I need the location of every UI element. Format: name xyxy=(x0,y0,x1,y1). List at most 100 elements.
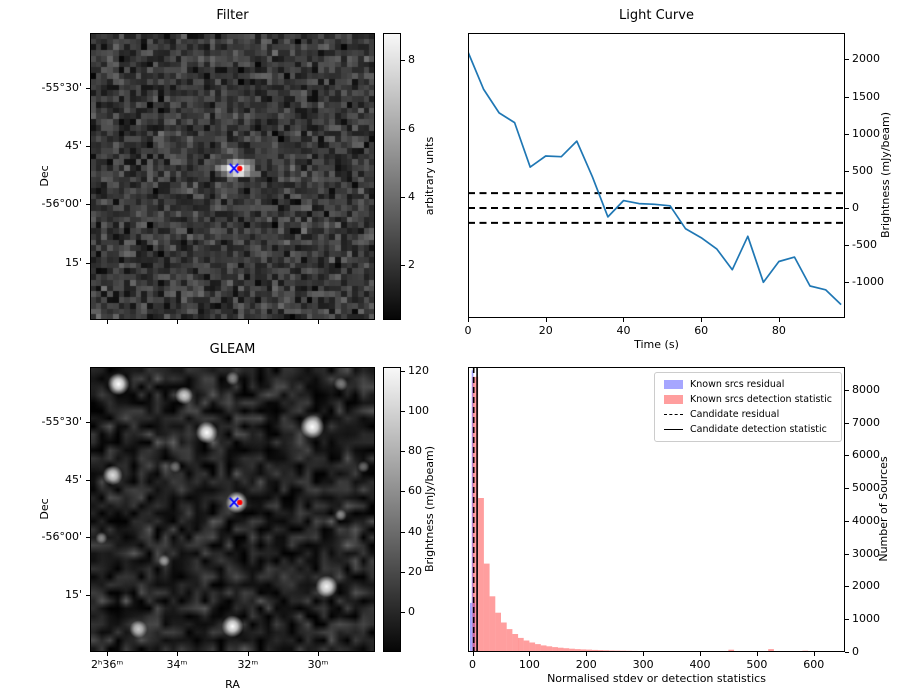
filter-ytick-label: -55°30' xyxy=(41,81,83,95)
gleam-y-axis-label: Dec xyxy=(38,498,51,520)
light-curve-ytick-mark xyxy=(845,96,849,98)
light-curve-xtick-label: 80 xyxy=(771,324,786,337)
histogram-ytick-mark xyxy=(845,422,849,424)
histogram-xtick-label: 600 xyxy=(803,658,825,671)
filter-colorbar-label: arbitrary units xyxy=(423,136,436,216)
light-curve-x-axis-label: Time (s) xyxy=(634,338,679,351)
legend-item-known-srcs-residual: Known srcs residual xyxy=(664,378,832,391)
filter-colorbar-tick-label: 2 xyxy=(408,258,415,272)
histogram-ytick-label: 6000 xyxy=(852,448,880,462)
light-curve-ytick-label: 500 xyxy=(852,163,873,177)
filter-colorbar-tick-label: 8 xyxy=(408,53,415,67)
histogram-xtick-mark xyxy=(643,652,645,656)
histogram-ytick-label: 3000 xyxy=(852,546,880,560)
filter-colorbar xyxy=(383,33,401,320)
legend-item-candidate-detection-statistic: Candidate detection statistic xyxy=(664,423,832,436)
light-curve-ytick-label: -1000 xyxy=(852,275,884,289)
gleam-ytick-label: 15' xyxy=(64,588,82,601)
light-curve-ytick-label: -500 xyxy=(852,238,877,252)
gleam-xtick-mark xyxy=(318,652,319,656)
gleam-xtick-mark xyxy=(247,652,249,656)
light-curve-plot xyxy=(468,51,845,306)
gleam-colorbar-tick-mark xyxy=(401,371,405,372)
gleam-colorbar-tick-mark xyxy=(401,451,405,453)
filter-y-axis-label: Dec xyxy=(38,165,51,187)
histogram-xtick-label: 100 xyxy=(518,658,540,671)
histogram-ytick-label: 5000 xyxy=(852,481,880,495)
histogram-xtick-label: 500 xyxy=(746,658,768,671)
light-curve-ytick-label: 0 xyxy=(852,201,859,214)
gleam-xtick-label: 2ʰ36ᵐ xyxy=(90,658,124,671)
gleam-colorbar-tick-mark xyxy=(401,571,405,573)
legend-label: Known srcs residual xyxy=(690,379,785,390)
histogram-xtick-mark xyxy=(472,652,474,656)
light-curve-xtick-mark xyxy=(468,318,469,322)
histogram-legend: Known srcs residual Known srcs detection… xyxy=(654,372,842,442)
light-curve-xtick-label: 0 xyxy=(464,324,472,337)
light-curve-ytick-mark xyxy=(845,208,849,209)
legend-label: Candidate detection statistic xyxy=(690,424,827,435)
gleam-colorbar-tick-label: 80 xyxy=(408,444,422,458)
filter-colorbar-tick-mark xyxy=(401,197,405,198)
gleam-image xyxy=(90,367,375,652)
filter-image xyxy=(90,33,375,320)
gleam-colorbar-tick-mark xyxy=(401,611,405,613)
filter-xtick-mark xyxy=(247,320,249,324)
filter-xtick-mark xyxy=(176,320,178,324)
light-curve-ytick-mark xyxy=(845,245,849,247)
gleam-colorbar-tick-label: 120 xyxy=(408,364,429,377)
gleam-ytick-mark xyxy=(86,422,90,423)
legend-label: Candidate residual xyxy=(690,409,780,420)
histogram-ytick-mark xyxy=(845,553,849,555)
light-curve-ytick-mark xyxy=(845,170,849,172)
light-curve-xtick-label: 60 xyxy=(694,324,709,337)
filter-ytick-mark xyxy=(86,262,90,264)
histogram-ytick-mark xyxy=(845,455,849,457)
blue-patch-icon xyxy=(664,380,683,389)
histogram-ytick-mark xyxy=(845,389,849,391)
filter-ytick-label: 15' xyxy=(64,255,82,269)
gleam-colorbar-tick-label: 100 xyxy=(408,404,429,418)
gleam-colorbar-tick-label: 60 xyxy=(408,484,422,498)
light-curve-title: Light Curve xyxy=(619,8,694,23)
gleam-colorbar-tick-label: 20 xyxy=(408,564,422,578)
histogram-ytick-label: 8000 xyxy=(852,382,880,396)
histogram-ytick-mark xyxy=(845,652,849,653)
light-curve-xtick-mark xyxy=(701,318,703,322)
legend-item-known-srcs-detection-statistic: Known srcs detection statistic xyxy=(664,393,832,406)
filter-colorbar-tick-label: 6 xyxy=(408,121,415,135)
histogram-ytick-label: 4000 xyxy=(852,513,880,527)
filter-ytick-mark xyxy=(86,146,90,148)
legend-item-candidate-residual: Candidate residual xyxy=(664,408,832,421)
light-curve-xtick-mark xyxy=(778,318,780,322)
detection-histogram-plot xyxy=(470,367,843,652)
gleam-ytick-mark xyxy=(86,595,90,596)
histogram-xtick-label: 0 xyxy=(469,658,477,671)
light-curve-ytick-label: 2000 xyxy=(852,52,880,66)
light-curve-ytick-label: 1500 xyxy=(852,89,880,103)
filter-ytick-label: -56°00' xyxy=(41,197,83,211)
filter-xtick-mark xyxy=(318,320,319,324)
gleam-colorbar-tick-mark xyxy=(401,531,405,533)
light-curve-ytick-mark xyxy=(845,133,849,135)
legend-label: Known srcs detection statistic xyxy=(690,394,832,405)
gleam-colorbar-tick-label: 40 xyxy=(408,524,422,538)
solid-line-icon xyxy=(664,429,683,430)
histogram-xtick-label: 200 xyxy=(575,658,597,671)
gleam-ytick-mark xyxy=(86,537,90,539)
light-curve-ytick-mark xyxy=(845,282,849,284)
histogram-ytick-mark xyxy=(845,619,849,621)
gleam-xtick-mark xyxy=(176,652,178,656)
gleam-colorbar-tick-mark xyxy=(401,491,405,493)
gleam-colorbar-tick-mark xyxy=(401,411,405,413)
histogram-ytick-label: 2000 xyxy=(852,579,880,593)
gleam-colorbar xyxy=(383,367,401,652)
histogram-xtick-label: 300 xyxy=(632,658,654,671)
histogram-xtick-mark xyxy=(586,652,588,656)
gleam-ytick-label: -55°30' xyxy=(41,415,83,428)
gleam-ytick-label: -56°00' xyxy=(41,530,83,544)
light-curve-ytick-mark xyxy=(845,59,849,61)
light-curve-xtick-label: 20 xyxy=(538,324,553,337)
histogram-xtick-label: 400 xyxy=(689,658,711,671)
filter-ytick-mark xyxy=(86,204,90,206)
